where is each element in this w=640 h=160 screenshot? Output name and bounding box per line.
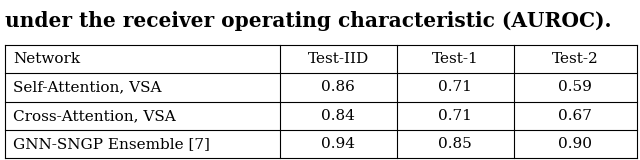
Text: 0.84: 0.84 [321,109,355,123]
Text: 0.67: 0.67 [558,109,592,123]
Text: under the receiver operating characteristic (AUROC).: under the receiver operating characteris… [5,11,612,31]
Text: Test-1: Test-1 [432,52,479,66]
Text: Test-2: Test-2 [552,52,598,66]
Text: Test-IID: Test-IID [308,52,369,66]
Text: 0.85: 0.85 [438,137,472,151]
Text: 0.59: 0.59 [558,80,592,94]
Text: 0.90: 0.90 [558,137,592,151]
Text: 0.94: 0.94 [321,137,355,151]
Text: GNN-SNGP Ensemble [7]: GNN-SNGP Ensemble [7] [13,137,210,151]
Text: Cross-Attention, VSA: Cross-Attention, VSA [13,109,175,123]
Text: 0.71: 0.71 [438,80,472,94]
Text: Self-Attention, VSA: Self-Attention, VSA [13,80,161,94]
Text: Network: Network [13,52,80,66]
Text: 0.86: 0.86 [321,80,355,94]
Text: 0.71: 0.71 [438,109,472,123]
